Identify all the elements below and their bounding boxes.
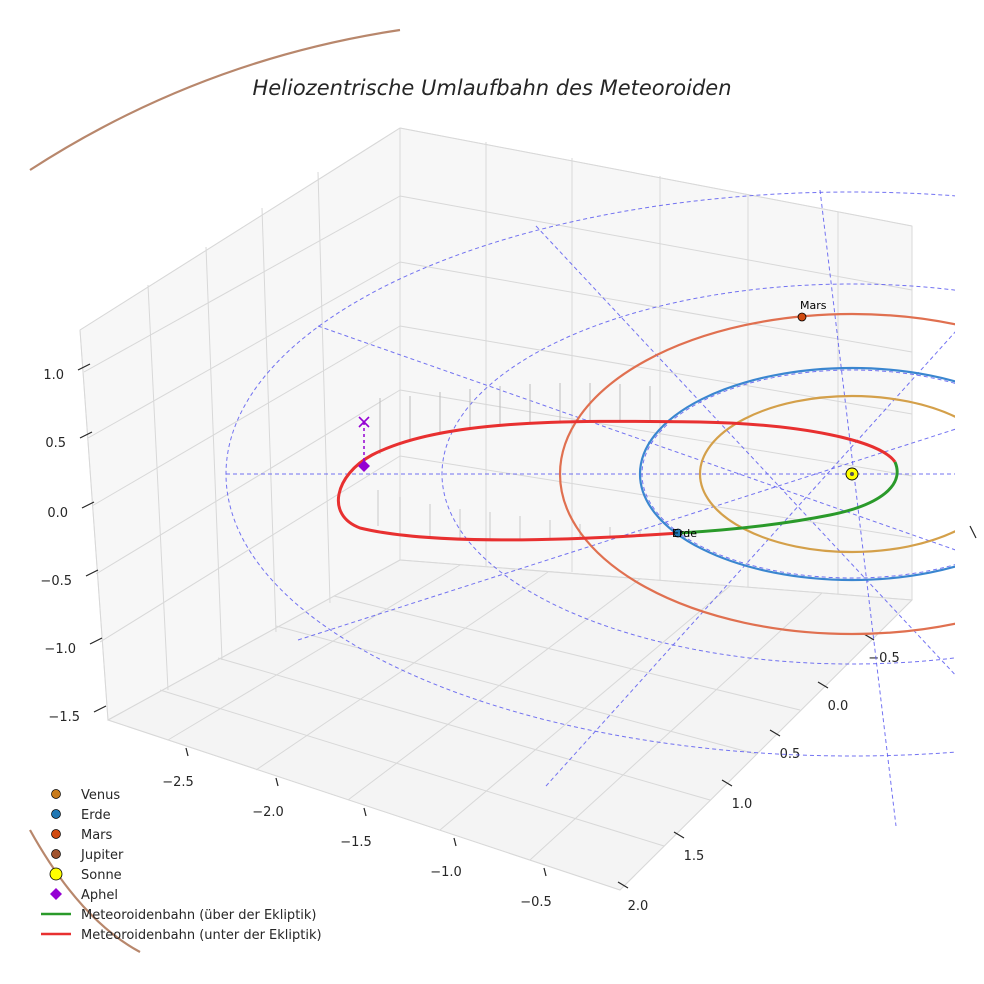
legend-label: Sonne [81,868,122,883]
y-tick-label: 1.0 [732,797,753,812]
x-tick-mark [543,867,547,877]
chart-title: Heliozentrische Umlaufbahn des Meteoroid… [252,76,731,100]
legend-marker [51,829,61,839]
z-tick-mark [79,431,93,439]
aphel-cross [358,416,370,428]
mars-point [797,312,807,322]
mars-label: Mars [800,299,827,312]
earth-point [673,528,683,538]
legend-label: Meteoroidenbahn (über der Ekliptik) [81,908,317,923]
z-tick-label: 1.0 [43,368,64,383]
y-tick-mark [863,633,875,641]
legend-marker [49,867,63,881]
edge-tick [969,525,977,539]
y-tick-label: 0.0 [828,699,849,714]
z-tick-mark [93,705,107,713]
legend-label: Jupiter [80,848,124,863]
z-tick-mark [85,569,99,577]
legend-label: Aphel [81,888,118,903]
y-tick-mark [769,729,781,737]
legend-marker [51,789,61,799]
legend-label: Venus [81,788,120,803]
earth-label: Erde [672,527,697,540]
z-tick-label: 0.5 [45,436,66,451]
legend-marker [50,888,62,900]
z-tick-mark [89,637,103,645]
x-tick-label: −1.5 [340,835,372,850]
jupiter-orbit-top [29,28,401,171]
x-tick-label: −2.0 [252,805,284,820]
x-tick-mark [185,747,189,757]
x-tick-label: −1.0 [430,865,462,880]
legend-marker [51,849,61,859]
earth-orbit [638,366,955,582]
legend: Venus Erde Mars Jupiter Sonne Aphel Meteoroide… [41,788,322,943]
axis-ticks: 1.0 0.5 0.0 −0.5 −1.0 −1.5 −2.5 −2.0 −1.5 −1.0 −0.… [40,363,900,914]
sun-core [850,472,854,476]
y-tick-mark [721,779,733,787]
mars-orbit [558,312,955,636]
meteoroid-orbit-below [336,419,897,542]
y-tick-mark [673,831,685,839]
y-tick-mark [617,881,629,889]
legend-label: Erde [81,808,111,823]
x-tick-mark [275,777,279,787]
y-tick-mark [817,681,829,689]
y-tick-label: 1.5 [684,849,705,864]
jupiter-orbit-bottom [29,829,141,953]
x-tick-label: −0.5 [520,895,552,910]
x-tick-label: −2.5 [162,775,194,790]
legend-marker [51,809,61,819]
y-tick-label: 2.0 [628,899,649,914]
z-tick-label: −1.0 [44,642,76,657]
z-tick-label: 0.0 [47,506,68,521]
x-tick-mark [363,807,367,817]
venus-orbit [698,394,955,554]
x-tick-mark [453,837,457,847]
meteoroid-orbit-above [679,461,899,535]
z-tick-label: −1.5 [48,710,80,725]
y-tick-label: −0.5 [868,651,900,666]
z-tick-mark [77,363,91,371]
gridlines [79,127,913,891]
z-tick-label: −0.5 [40,574,72,589]
legend-label: Mars [81,828,113,843]
legend-label: Meteoroidenbahn (unter der Ekliptik) [81,928,322,943]
z-tick-mark [81,501,95,509]
aphel-marker [358,460,370,472]
